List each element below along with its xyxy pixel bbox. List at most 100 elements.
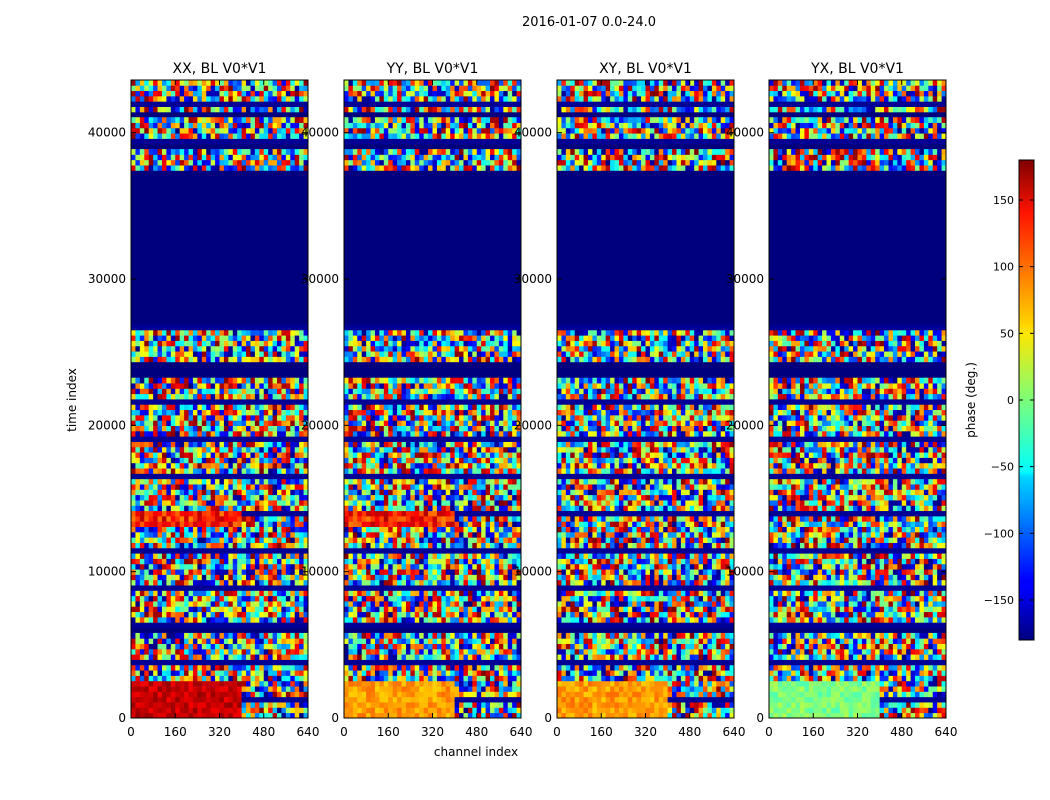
heatmap-cell bbox=[131, 643, 136, 650]
heatmap-cell bbox=[179, 340, 185, 347]
heatmap-cell bbox=[175, 404, 181, 411]
heatmap-cell bbox=[219, 547, 225, 554]
heatmap-cell bbox=[219, 691, 225, 698]
heatmap-cell bbox=[197, 569, 203, 575]
heatmap-cell bbox=[157, 574, 163, 581]
heatmap-cell bbox=[157, 664, 163, 671]
heatmap-cell bbox=[277, 643, 282, 650]
heatmap-cell bbox=[184, 324, 189, 331]
heatmap-cell bbox=[223, 611, 229, 618]
heatmap-cell bbox=[179, 638, 185, 644]
heatmap-cell bbox=[219, 117, 225, 123]
heatmap-cell bbox=[428, 510, 433, 517]
heatmap-cell bbox=[516, 664, 522, 671]
heatmap-cell bbox=[131, 149, 136, 155]
heatmap-cell bbox=[294, 329, 300, 336]
heatmap-cell bbox=[241, 165, 247, 171]
heatmap-cell bbox=[184, 122, 189, 129]
heatmap-cell bbox=[219, 585, 225, 591]
heatmap-cell bbox=[401, 611, 407, 618]
heatmap-cell bbox=[428, 622, 433, 629]
heatmap-cell bbox=[219, 399, 225, 405]
heatmap-cell bbox=[379, 659, 385, 666]
heatmap-cell bbox=[285, 648, 291, 655]
heatmap-cell bbox=[352, 659, 358, 666]
heatmap-cell bbox=[397, 707, 402, 714]
heatmap-cell bbox=[272, 696, 278, 703]
heatmap-cell bbox=[348, 696, 354, 703]
heatmap-cell bbox=[281, 90, 287, 97]
heatmap-cell bbox=[281, 117, 287, 123]
heatmap-cell bbox=[428, 526, 433, 533]
heatmap-cell bbox=[263, 425, 269, 432]
heatmap-cell bbox=[139, 664, 145, 671]
heatmap-cell bbox=[277, 393, 282, 400]
heatmap-cell bbox=[241, 611, 247, 618]
heatmap-cell bbox=[170, 680, 176, 687]
heatmap-cell bbox=[179, 585, 185, 591]
heatmap-cell bbox=[410, 702, 416, 708]
heatmap-cell bbox=[166, 351, 172, 357]
heatmap-cell bbox=[206, 537, 212, 543]
heatmap-cell bbox=[237, 154, 243, 161]
heatmap-cell bbox=[170, 85, 176, 92]
heatmap-cell bbox=[374, 638, 380, 644]
heatmap-cell bbox=[153, 510, 158, 517]
heatmap-cell bbox=[131, 606, 136, 613]
heatmap-cell bbox=[294, 563, 300, 570]
heatmap-cell bbox=[131, 324, 136, 331]
heatmap-cell bbox=[219, 601, 225, 607]
heatmap-cell bbox=[179, 127, 185, 134]
heatmap-cell bbox=[184, 468, 189, 474]
heatmap-cell bbox=[219, 106, 225, 113]
heatmap-cell bbox=[153, 616, 158, 623]
heatmap-cell bbox=[232, 329, 238, 336]
heatmap-cell bbox=[197, 468, 203, 474]
heatmap-cell bbox=[228, 340, 234, 347]
heatmap-cell bbox=[512, 664, 517, 671]
heatmap-cell bbox=[254, 441, 260, 448]
heatmap-cell bbox=[131, 351, 136, 357]
heatmap-cell bbox=[170, 569, 176, 575]
heatmap-cell bbox=[254, 436, 260, 442]
heatmap-cell bbox=[397, 537, 402, 543]
heatmap-cell bbox=[294, 85, 300, 92]
heatmap-cell bbox=[161, 563, 167, 570]
heatmap-cell bbox=[170, 340, 176, 347]
heatmap-cell bbox=[192, 127, 198, 134]
heatmap-cell bbox=[161, 691, 167, 698]
heatmap-cell bbox=[281, 574, 287, 581]
heatmap-cell bbox=[170, 452, 176, 458]
heatmap-cell bbox=[428, 611, 433, 618]
heatmap-cell bbox=[246, 430, 251, 437]
heatmap-cell bbox=[414, 595, 420, 602]
heatmap-cell bbox=[263, 526, 269, 533]
heatmap-cell bbox=[201, 473, 207, 480]
heatmap-cell bbox=[290, 563, 296, 570]
heatmap-cell bbox=[272, 404, 278, 411]
heatmap-cell bbox=[361, 611, 367, 618]
heatmap-cell bbox=[344, 638, 349, 644]
heatmap-cell bbox=[135, 569, 141, 575]
heatmap-cell bbox=[175, 510, 181, 517]
heatmap-cell bbox=[237, 702, 243, 708]
heatmap-cell bbox=[476, 622, 482, 629]
heatmap-cell bbox=[232, 446, 238, 453]
heatmap-cell bbox=[254, 654, 260, 660]
heatmap-cell bbox=[201, 526, 207, 533]
heatmap-cell bbox=[254, 95, 260, 102]
heatmap-cell bbox=[192, 340, 198, 347]
heatmap-cell bbox=[223, 414, 229, 421]
heatmap-cell bbox=[241, 574, 247, 581]
heatmap-cell bbox=[361, 505, 367, 512]
heatmap-cell bbox=[512, 611, 517, 618]
heatmap-cell bbox=[135, 500, 141, 506]
heatmap-cell bbox=[281, 702, 287, 708]
heatmap-cell bbox=[410, 632, 416, 639]
heatmap-cell bbox=[494, 537, 500, 543]
heatmap-cell bbox=[490, 537, 495, 543]
heatmap-cell bbox=[254, 420, 260, 426]
heatmap-cell bbox=[485, 696, 491, 703]
heatmap-cell bbox=[268, 712, 273, 719]
heatmap-cell bbox=[357, 712, 363, 719]
